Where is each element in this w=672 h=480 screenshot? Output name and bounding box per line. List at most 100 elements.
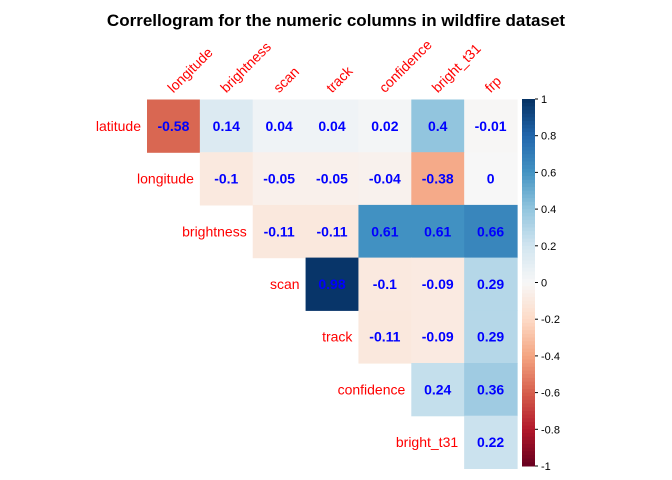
colorbar-segment <box>522 220 535 225</box>
colorbar-segment <box>522 143 535 148</box>
colorbar-segment <box>522 403 535 408</box>
cell-longitude-track <box>305 152 360 206</box>
colorbar-segment <box>522 179 535 184</box>
colorbar-segment <box>522 154 535 159</box>
colorbar-segment <box>522 451 535 456</box>
colorbar-segment <box>522 238 535 243</box>
colorbar-segment <box>522 300 535 306</box>
colorbar-segment <box>522 139 535 144</box>
colorbar-tick-label: -0.6 <box>541 388 560 400</box>
colorbar-segment <box>522 128 535 133</box>
colorbar-segment <box>522 374 535 379</box>
cell-value: 0 <box>487 171 495 187</box>
colorbar-segment <box>522 135 535 140</box>
colorbar-segment <box>522 267 535 272</box>
colorbar-segment <box>522 99 535 104</box>
row-label-longitude: longitude <box>137 171 194 187</box>
colorbar-segment <box>522 319 535 324</box>
cell-longitude-confidence <box>358 152 412 206</box>
colorbar-segment <box>522 304 535 309</box>
colorbar-tick-label: -0.2 <box>541 314 560 326</box>
cell-latitude-longitude <box>147 99 201 153</box>
colorbar-segment <box>522 447 535 452</box>
colorbar-segment <box>522 121 535 126</box>
cell-scan-track <box>305 257 360 311</box>
cell-latitude-track <box>305 99 360 153</box>
colorbar-segment <box>522 355 535 361</box>
colorbar-segment <box>522 432 535 438</box>
cell-value: 0.24 <box>424 381 451 397</box>
colorbar-segment <box>522 344 535 350</box>
colorbar-segment <box>522 366 535 372</box>
cell-value: 0.61 <box>424 223 451 239</box>
colorbar-segment <box>522 157 535 162</box>
colorbar-tick-label: 1 <box>541 94 547 106</box>
column-label-confidence: confidence <box>376 36 435 95</box>
row-label-scan: scan <box>270 276 300 292</box>
cell-value: -0.11 <box>316 223 347 239</box>
cell-latitude-frp <box>464 99 518 153</box>
colorbar-segment <box>522 326 535 331</box>
cell-value: 0.98 <box>318 276 345 292</box>
column-label-brightness: brightness <box>217 39 274 96</box>
cell-value: -0.1 <box>373 276 397 292</box>
cell-brightness-bright_t31 <box>411 204 465 259</box>
cell-scan-bright_t31 <box>411 257 465 311</box>
chart-title: Correllogram for the numeric columns in … <box>107 11 565 30</box>
cell-brightness-confidence <box>358 204 412 259</box>
colorbar-segment <box>522 458 535 463</box>
colorbar-segment <box>522 363 535 368</box>
cell-longitude-frp <box>464 152 518 206</box>
cell-latitude-brightness <box>199 99 254 153</box>
colorbar-segment <box>522 370 535 375</box>
colorbar-segment <box>522 106 535 111</box>
colorbar-tick-label: -1 <box>541 461 551 473</box>
colorbar-segment <box>522 429 535 434</box>
colorbar-segment <box>522 165 535 170</box>
colorbar-segment <box>522 293 535 298</box>
colorbar-segment <box>522 407 535 412</box>
cell-scan-frp <box>464 257 518 311</box>
colorbar-segment <box>522 190 535 195</box>
cell-value: 0.66 <box>477 223 504 239</box>
colorbar-segment <box>522 176 535 181</box>
cell-value: -0.38 <box>422 171 454 187</box>
cell-brightness-scan <box>252 204 307 259</box>
colorbar-tick-label: 0.6 <box>541 167 556 179</box>
colorbar-segment <box>522 110 535 115</box>
colorbar-segment <box>522 359 535 364</box>
cell-brightness-track <box>305 204 360 259</box>
colorbar-segment <box>522 198 535 203</box>
cell-bright_t31-frp <box>464 415 518 469</box>
cell-value: 0.14 <box>213 118 240 134</box>
colorbar-segment <box>522 436 535 441</box>
colorbar-segment <box>522 462 535 467</box>
cell-brightness-frp <box>464 204 518 259</box>
colorbar-tick-label: 0.2 <box>541 241 556 253</box>
colorbar-segment <box>522 227 535 232</box>
colorbar-segment <box>522 223 535 228</box>
colorbar-segment <box>522 201 535 206</box>
colorbar-segment <box>522 102 535 107</box>
cell-value: 0.29 <box>477 329 504 345</box>
colorbar-segment <box>522 385 535 390</box>
colorbar-segment <box>522 124 535 129</box>
colorbar-segment <box>522 297 535 302</box>
cell-track-confidence <box>358 310 412 364</box>
colorbar-segment <box>522 392 535 397</box>
cell-value: 0.04 <box>318 118 345 134</box>
cell-latitude-scan <box>252 99 307 153</box>
colorbar-segment <box>522 348 535 353</box>
colorbar-segment <box>522 352 535 357</box>
row-label-track: track <box>322 329 353 345</box>
cell-latitude-bright_t31 <box>411 99 465 153</box>
colorbar-segment <box>522 425 535 430</box>
row-label-confidence: confidence <box>338 381 406 397</box>
colorbar-segment <box>522 421 535 427</box>
colorbar-segment <box>522 278 535 283</box>
cell-value: -0.11 <box>264 223 295 239</box>
cell-value: 0.04 <box>266 118 293 134</box>
column-label-track: track <box>323 62 356 95</box>
colorbar-segment <box>522 333 535 339</box>
